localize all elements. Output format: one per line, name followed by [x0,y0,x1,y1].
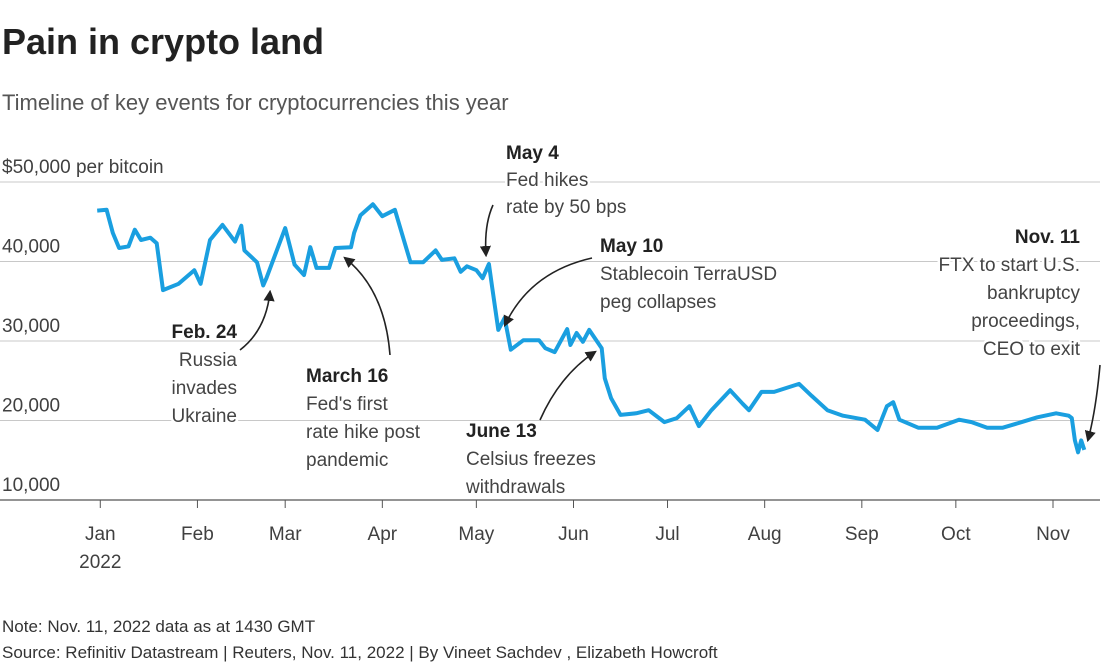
annotation-text: proceedings, [971,311,1080,332]
arrows [239,204,1101,443]
arrow [239,289,275,351]
x-tick-year: 2022 [79,552,121,573]
annotation-text: pandemic [306,450,388,471]
arrow [503,257,593,328]
chart-title: Pain in crypto land [2,21,324,62]
x-tick-label: Jun [558,524,589,545]
price-line [97,202,1087,455]
annotation-text: Celsius freezes [466,449,596,470]
annotation-text: rate by 50 bps [506,197,626,218]
x-tick-label: Jul [655,524,679,545]
x-tick-label: Aug [748,524,782,545]
note: Note: Nov. 11, 2022 data as at 1430 GMT [2,617,315,636]
annotation-text: withdrawals [465,477,565,498]
x-tick-label: Nov [1036,524,1070,545]
annotation-date: May 4 [506,143,559,164]
x-tick-label: Mar [269,524,302,545]
grid: 10,000 20,000 30,000 40,000 $50,000 per bitc… [0,155,1100,573]
x-tick-label: May [458,524,494,545]
x-tick-label: Oct [941,524,971,545]
x-tick-label: Feb [181,524,214,545]
y-tick-label: 20,000 [2,396,60,417]
annotation-text: invades [172,378,238,399]
annotation-text: FTX to start U.S. [939,255,1080,276]
arrow [1084,364,1101,443]
annotation-text: peg collapses [600,292,716,313]
x-tick-label: Sep [845,524,879,545]
source: Source: Refinitiv Datastream | Reuters, … [2,643,718,662]
annotation-text: rate hike post [306,422,421,443]
x-tick-label: Jan [85,524,116,545]
annotation-date: Nov. 11 [1015,227,1081,248]
arrow [343,256,391,356]
arrow [479,204,494,258]
y-tick-label: 40,000 [2,237,60,258]
annotation-text: bankruptcy [987,283,1080,304]
annotation-date: Feb. 24 [172,322,238,343]
x-tick-label: Apr [368,524,398,545]
annotation-text: Fed hikes [506,170,588,191]
annotation-date: June 13 [466,421,537,442]
annotation-text: Fed's first [306,394,388,415]
annotation-text: Russia [179,350,238,371]
annotation-text: Stablecoin TerraUSD [600,264,777,285]
arrow [539,350,597,421]
annotation-date: March 16 [306,366,388,387]
y-tick-label: $50,000 per bitcoin [2,157,164,178]
chart-subtitle: Timeline of key events for cryptocurrenc… [2,90,509,115]
plot [97,202,1087,455]
y-tick-label: 10,000 [2,475,60,496]
annotation-date: May 10 [600,236,663,257]
annotation-text: CEO to exit [983,339,1081,360]
annotations: Feb. 24 Russia invades Ukraine March 16 Fed's… [169,141,1083,501]
annotation-text: Ukraine [172,406,237,427]
y-tick-label: 30,000 [2,316,60,337]
